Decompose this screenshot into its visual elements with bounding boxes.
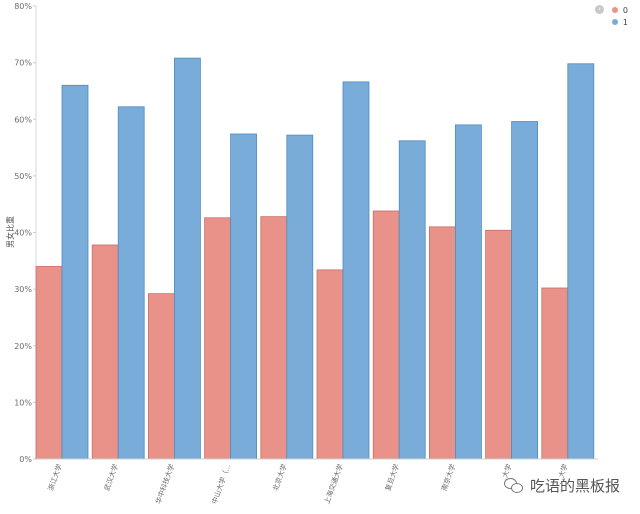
bars [35, 57, 595, 460]
bar-series-0[interactable] [372, 210, 400, 460]
x-tick-label: 浙江大学 [46, 463, 64, 492]
bar-series-0[interactable] [204, 217, 232, 460]
bar-series-0[interactable] [316, 269, 344, 460]
bar-series-0[interactable] [541, 287, 569, 460]
legend-label-1: 1 [622, 17, 628, 27]
legend: › 0 1 [595, 4, 628, 28]
bar-series-0[interactable] [428, 226, 456, 460]
bar-series-1[interactable] [511, 121, 539, 460]
bar-series-0[interactable] [260, 216, 288, 460]
y-tick-label: 30% [14, 285, 32, 294]
x-tick-label: 中山大学（… [210, 463, 233, 506]
y-tick-label: 60% [14, 115, 32, 124]
bar-series-1[interactable] [342, 81, 370, 460]
legend-item-0[interactable]: 0 [611, 4, 628, 16]
chevron-right-icon[interactable]: › [595, 5, 604, 14]
legend-dot-0 [611, 7, 618, 13]
y-axis: 0% 10% 20% 30% 40% 50% 60% 70% 80% [14, 2, 37, 464]
bar-series-1[interactable] [398, 140, 426, 460]
y-tick-label: 70% [14, 59, 32, 68]
watermark: 吃语的黑板报 [503, 475, 620, 496]
x-tick-label: 北京大学 [271, 463, 289, 492]
bar-series-1[interactable] [117, 106, 145, 460]
y-tick-label: 10% [14, 398, 32, 407]
y-tick-label: 40% [14, 229, 32, 238]
y-tick-label: 80% [14, 2, 32, 11]
bar-series-0[interactable] [91, 244, 119, 460]
x-tick-label: 武汉大学 [102, 463, 120, 492]
bar-series-0[interactable] [35, 266, 63, 460]
y-tick-label: 0% [19, 455, 32, 464]
watermark-text: 吃语的黑板报 [529, 477, 620, 495]
bar-series-1[interactable] [173, 57, 201, 460]
x-tick-label: 上海交通大学 [322, 463, 345, 506]
legend-label-0: 0 [622, 5, 628, 15]
y-tick-label: 50% [14, 172, 32, 181]
legend-dot-1 [611, 19, 618, 25]
y-tick-label: 20% [14, 342, 32, 351]
y-axis-label: 男女比重 [5, 216, 15, 248]
x-tick-label: 华中科技大学 [153, 463, 176, 506]
bar-series-1[interactable] [61, 84, 89, 460]
bar-series-1[interactable] [567, 63, 595, 460]
bar-series-0[interactable] [147, 293, 175, 460]
bar-series-1[interactable] [230, 133, 258, 460]
bar-series-1[interactable] [286, 134, 314, 460]
x-tick-label: 复旦大学 [383, 463, 401, 492]
bar-series-0[interactable] [485, 229, 513, 460]
wechat-icon [503, 477, 524, 494]
bar-series-1[interactable] [454, 124, 482, 460]
x-tick-label: 南京大学 [439, 463, 457, 492]
legend-item-1[interactable]: 1 [611, 16, 628, 28]
